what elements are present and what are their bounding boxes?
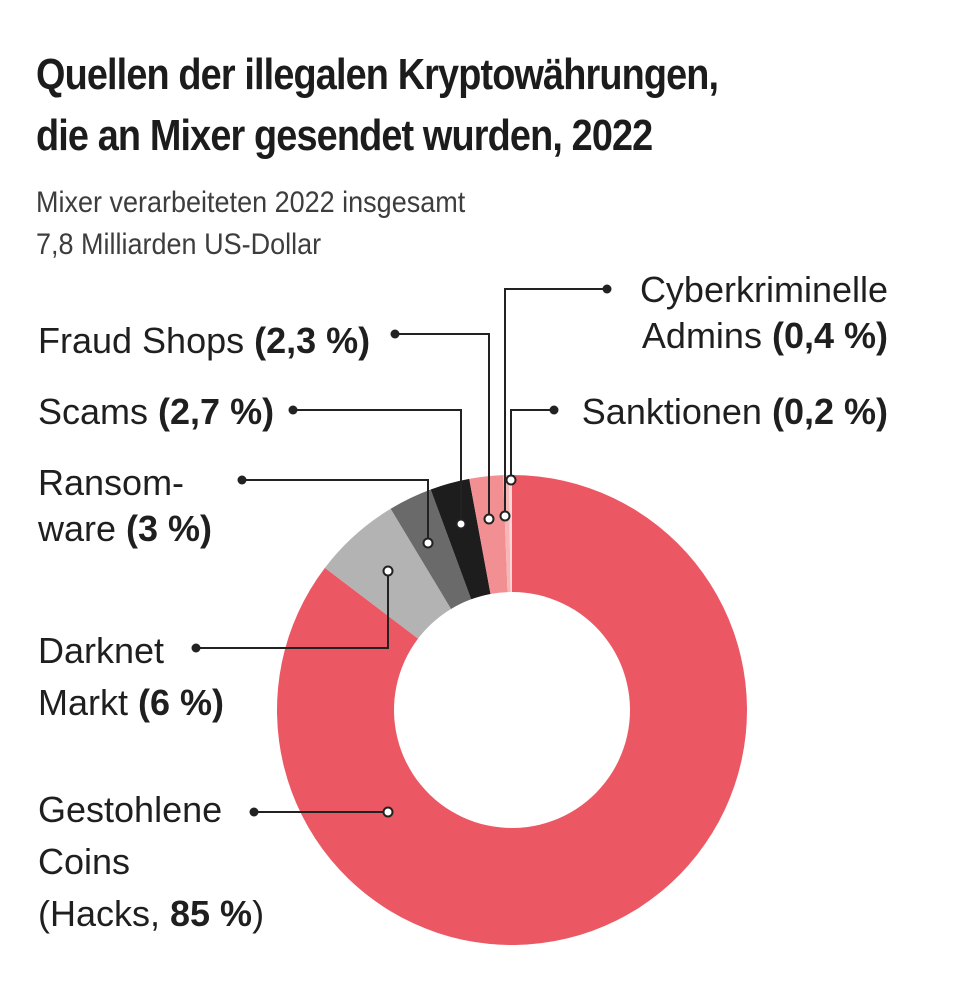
label-cyber: Cyberkriminelle Admins (0,4 %): [640, 269, 888, 356]
leader-line-sanktionen: [510, 409, 554, 480]
slice-labels: Gestohlene Coins (Hacks, 85 %) Darknet Markt…: [37, 269, 888, 934]
chart-subtitle: Mixer verarbeiteten 2022 insgesamt 7,8 M…: [36, 182, 594, 266]
label-hacks-line-3-part-1: (Hacks,: [38, 893, 170, 934]
label-ransomware-line-2-part-1: ware: [37, 508, 126, 549]
leader-end-dot-hacks: [249, 807, 259, 817]
label-ransomware-line-1-part-1: Ransom-: [38, 462, 184, 503]
chart-title-line-1: Quellen der illegalen Kryptowährungen,: [36, 50, 719, 99]
donut-slices: [276, 475, 747, 945]
label-cyber-line-1-part-1: Cyberkriminelle: [640, 269, 888, 310]
label-fraud: Fraud Shops (2,3 %): [38, 320, 370, 361]
label-ransomware: Ransom-ware (3 %): [37, 462, 212, 549]
slice-ransomware: [390, 489, 472, 609]
label-sanktionen: Sanktionen (0,2 %): [582, 391, 888, 432]
label-sanktionen-line-1-part-1: Sanktionen: [582, 391, 772, 432]
leader-end-dot-ransomware: [237, 475, 247, 485]
label-cyber-line-2-part-1: Admins: [642, 315, 772, 356]
label-darknet-line-2-part-1: Markt: [38, 682, 138, 723]
leader-line-darknet: [196, 571, 389, 649]
leader-end-dot-fraud: [390, 329, 400, 339]
label-darknet-line-2-part-2: (6 %): [138, 682, 224, 723]
label-hacks-line-2-part-1: Coins: [38, 841, 130, 882]
slice-fraud: [469, 475, 508, 594]
label-ransomware-line-2-part-2: (3 %): [126, 508, 212, 549]
slice-scams: [430, 478, 491, 600]
slice-hacks: [276, 475, 747, 945]
label-sanktionen-line-1-part-2: (0,2 %): [772, 391, 888, 432]
leader-end-dot-cyber: [602, 284, 612, 294]
label-scams: Scams (2,7 %): [38, 391, 274, 432]
slice-marker-darknet: [382, 565, 394, 577]
label-fraud-line-1-part-2: (2,3 %): [254, 320, 370, 361]
leader-end-dot-sanktionen: [549, 405, 559, 415]
slice-marker-hacks: [382, 806, 394, 818]
label-darknet-line-1-part-1: Darknet: [38, 630, 164, 671]
label-hacks-line-1-part-1: Gestohlene: [38, 789, 222, 830]
leader-line-ransomware: [242, 479, 429, 543]
slice-marker-scams: [455, 518, 467, 530]
label-scams-line-1-part-1: Scams: [38, 391, 158, 432]
chart-subtitle-line-1: Mixer verarbeiteten 2022 insgesamt: [36, 186, 466, 219]
slice-marker-ransomware: [422, 537, 434, 549]
label-hacks: Gestohlene Coins (Hacks, 85 %): [38, 789, 264, 934]
label-fraud-line-1-part-1: Fraud Shops: [38, 320, 254, 361]
leader-line-fraud: [395, 333, 490, 519]
leader-line-scams: [293, 409, 462, 524]
label-cyber-line-2-part-2: (0,4 %): [772, 315, 888, 356]
slice-marker-sanktionen: [505, 474, 517, 486]
label-scams-line-1-part-2: (2,7 %): [158, 391, 274, 432]
slice-sanktionen: [509, 475, 512, 593]
leader-end-dot-scams: [288, 405, 298, 415]
leader-line-cyber: [504, 288, 607, 516]
slice-marker-cyber: [499, 510, 511, 522]
chart-title: Quellen der illegalen Kryptowährungen, d…: [36, 44, 810, 166]
label-hacks-line-3-part-2: 85 %: [170, 893, 252, 934]
label-darknet: Darknet Markt (6 %): [38, 630, 224, 723]
label-leaders: [191, 284, 612, 818]
slice-marker-fraud: [483, 513, 495, 525]
chart-subtitle-line-2: 7,8 Milliarden US-Dollar: [36, 228, 322, 261]
chart-title-line-2: die an Mixer gesendet wurden, 2022: [36, 111, 653, 160]
label-hacks-line-3-part-3: ): [252, 893, 264, 934]
leader-end-dot-darknet: [191, 643, 201, 653]
